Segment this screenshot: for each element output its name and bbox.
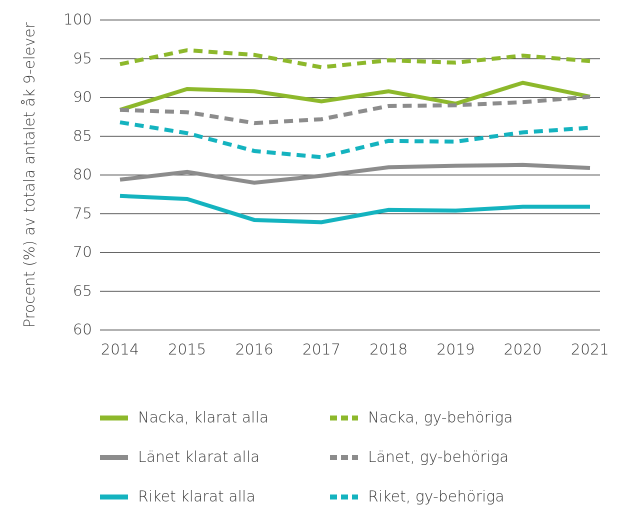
- legend-label: Länet, gy-behöriga: [368, 448, 509, 466]
- x-tick-label: 2021: [571, 341, 609, 359]
- y-axis-label: Procent (%) av totala antalet åk 9-eleve…: [21, 21, 39, 327]
- series-line: [119, 94, 591, 126]
- x-tick-label: 2020: [504, 341, 542, 359]
- x-tick-label: 2018: [369, 341, 407, 359]
- legend-label: Nacka, klarat alla: [138, 409, 269, 427]
- legend-label: Nacka, gy-behöriga: [368, 409, 513, 427]
- y-tick-label: 80: [73, 166, 92, 184]
- y-tick-label: 65: [73, 282, 92, 300]
- y-tick-label: 100: [63, 11, 92, 29]
- y-tick-label: 75: [73, 204, 92, 222]
- y-tick-label: 90: [73, 88, 92, 106]
- legend-label: Riket, gy-behöriga: [368, 488, 504, 506]
- legend-label: Riket klarat alla: [138, 488, 255, 506]
- series-line: [119, 162, 591, 185]
- y-tick-label: 70: [73, 243, 92, 261]
- x-tick-label: 2017: [302, 341, 340, 359]
- y-tick-label: 95: [73, 49, 92, 67]
- x-tick-label: 2019: [437, 341, 475, 359]
- x-tick-label: 2015: [168, 341, 206, 359]
- y-tick-label: 60: [73, 321, 92, 339]
- x-tick-label: 2016: [235, 341, 273, 359]
- series-line: [119, 193, 590, 225]
- series-line: [119, 80, 591, 112]
- y-tick-label: 85: [73, 127, 92, 145]
- series-line: [119, 48, 591, 70]
- series-line: [119, 120, 591, 160]
- legend-label: Länet klarat alla: [138, 448, 260, 466]
- x-tick-label: 2014: [101, 341, 139, 359]
